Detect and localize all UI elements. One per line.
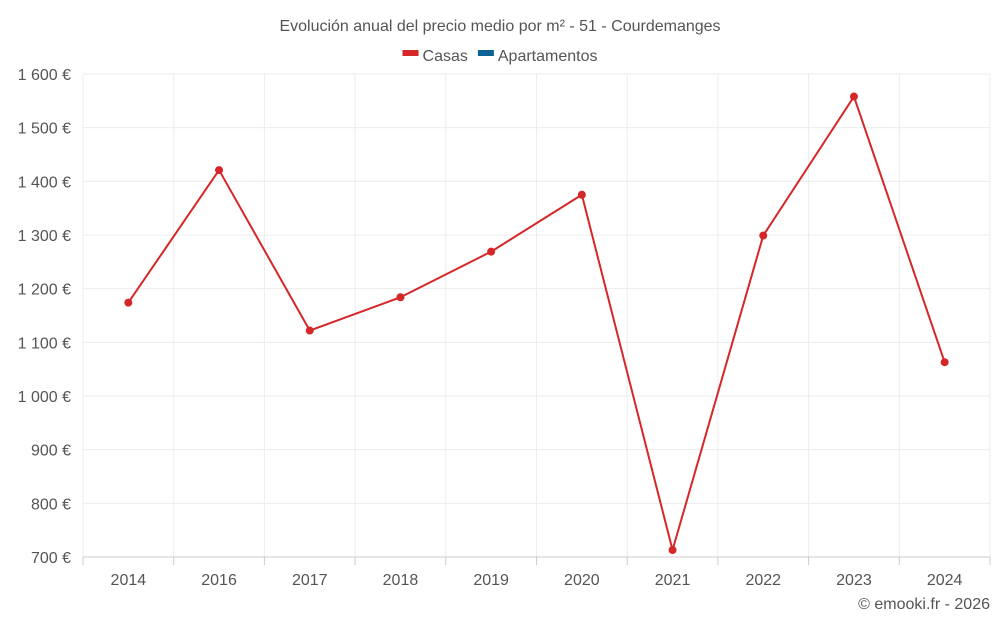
x-axis: 2014 2016 2017 2018 2019 2020 2021 2022 2023 2024 — [82, 557, 991, 589]
y-tick-label: 1 100 € — [18, 335, 71, 352]
y-tick-label: 1 000 € — [18, 389, 71, 406]
x-tick-label: 2022 — [745, 572, 781, 589]
y-tick-label: 800 € — [31, 496, 71, 513]
x-tick-label: 2024 — [927, 572, 963, 589]
legend-item[interactable]: Casas — [402, 48, 468, 65]
x-tick-label: 2018 — [383, 572, 419, 589]
y-tick-label: 700 € — [31, 550, 71, 567]
legend-item[interactable]: Apartamentos — [477, 48, 598, 65]
data-point[interactable] — [124, 298, 133, 307]
data-point[interactable] — [940, 358, 949, 367]
y-tick-label: 1 300 € — [18, 228, 71, 245]
y-tick-label: 1 500 € — [18, 121, 71, 138]
y-tick-label: 1 200 € — [18, 282, 71, 299]
x-tick-label: 2016 — [201, 572, 237, 589]
y-tick-label: 900 € — [31, 443, 71, 460]
data-point[interactable] — [759, 231, 768, 240]
data-point[interactable] — [849, 92, 858, 101]
data-point[interactable] — [305, 326, 314, 335]
series-layer — [124, 92, 949, 555]
x-tick-label: 2020 — [564, 572, 600, 589]
data-point[interactable] — [577, 190, 586, 199]
data-point[interactable] — [668, 546, 677, 555]
data-point[interactable] — [487, 247, 496, 256]
x-tick-label: 2014 — [111, 572, 147, 589]
x-tick-label: 2017 — [292, 572, 328, 589]
legend-swatch — [402, 50, 419, 56]
y-tick-label: 1 400 € — [18, 174, 71, 191]
legend-swatch — [477, 50, 494, 56]
legend: Casas Apartamentos — [402, 48, 598, 65]
y-axis: 700 € 800 € 900 € 1 000 € 1 100 € 1 200 € 1 30… — [18, 67, 71, 567]
series-line — [127, 95, 946, 552]
legend-label: Casas — [423, 48, 468, 65]
data-point[interactable] — [396, 293, 405, 302]
data-point[interactable] — [215, 166, 224, 175]
credit-text: © emooki.fr - 2026 — [858, 596, 990, 613]
x-tick-label: 2021 — [655, 572, 691, 589]
x-tick-label: 2023 — [836, 572, 872, 589]
legend-label: Apartamentos — [498, 48, 598, 65]
chart-title: Evolución anual del precio medio por m² … — [279, 18, 720, 35]
y-tick-label: 1 600 € — [18, 67, 71, 84]
grid — [82, 73, 991, 558]
x-tick-label: 2019 — [473, 572, 509, 589]
